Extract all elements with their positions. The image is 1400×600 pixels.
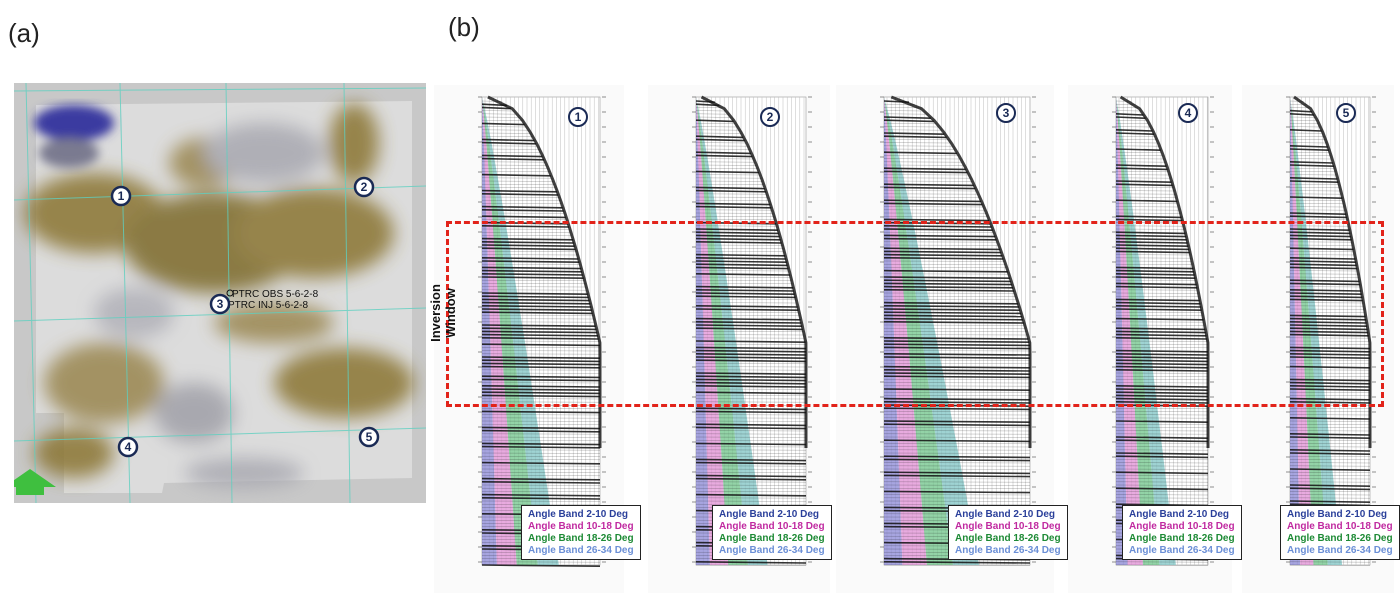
gather-panel-2: 2 Angle Band 2-10 Deg Angle Band 10-18 D…: [648, 85, 832, 593]
svg-text:4: 4: [125, 440, 132, 454]
well-label-inj: PTRC INJ 5-6-2-8: [228, 300, 308, 311]
legend-item: Angle Band 26-34 Deg: [719, 545, 825, 556]
gather-number-1: 1: [568, 107, 588, 127]
well-label-obs: PTRC OBS 5-6-2-8: [232, 289, 319, 300]
map-marker-5: 5: [358, 426, 380, 448]
arrow-up-icon: [14, 469, 56, 495]
map-marker-3: 3: [209, 293, 231, 315]
angle-band-legend-1: Angle Band 2-10 Deg Angle Band 10-18 Deg…: [521, 505, 641, 560]
legend-item: Angle Band 26-34 Deg: [1287, 545, 1393, 556]
gather-panel-3: 3 Angle Band 2-10 Deg Angle Band 10-18 D…: [836, 85, 1068, 593]
gather-panel-1: 1 Angle Band 2-10 Deg Angle Band 10-18 D…: [434, 85, 641, 593]
svg-text:3: 3: [217, 297, 224, 311]
legend-item: Angle Band 2-10 Deg: [528, 509, 629, 520]
panel-label-b: (b): [448, 12, 480, 42]
legend-item: Angle Band 10-18 Deg: [528, 521, 634, 532]
inversion-window-label: Inversion Window: [428, 284, 458, 342]
angle-band-legend-3: Angle Band 2-10 Deg Angle Band 10-18 Deg…: [948, 505, 1068, 560]
legend-item: Angle Band 10-18 Deg: [1129, 521, 1235, 532]
panel-label-a: (a): [8, 18, 40, 48]
angle-gathers: 1 Angle Band 2-10 Deg Angle Band 10-18 D…: [434, 85, 1400, 595]
legend-item: Angle Band 10-18 Deg: [719, 521, 825, 532]
gather-number-4: 4: [1178, 103, 1198, 123]
gather-panel-4: 4 Angle Band 2-10 Deg Angle Band 10-18 D…: [1068, 85, 1242, 593]
svg-text:2: 2: [361, 180, 368, 194]
gather-number-3: 3: [996, 103, 1016, 123]
legend-item: Angle Band 2-10 Deg: [1287, 509, 1388, 520]
gather-3-svg: [880, 95, 1036, 566]
legend-item: Angle Band 10-18 Deg: [955, 521, 1061, 532]
legend-item: Angle Band 18-26 Deg: [1287, 533, 1393, 544]
legend-item: Angle Band 2-10 Deg: [1129, 509, 1230, 520]
gather-1-svg: [478, 95, 606, 567]
legend-item: Angle Band 26-34 Deg: [528, 545, 634, 556]
legend-item: Angle Band 2-10 Deg: [955, 509, 1056, 520]
gather-number-5: 5: [1336, 103, 1356, 123]
svg-text:1: 1: [118, 189, 125, 203]
angle-band-legend-5: Angle Band 2-10 Deg Angle Band 10-18 Deg…: [1280, 505, 1400, 560]
legend-item: Angle Band 26-34 Deg: [955, 545, 1061, 556]
angle-band-legend-4: Angle Band 2-10 Deg Angle Band 10-18 Deg…: [1122, 505, 1242, 560]
gather-panel-5: 5 Angle Band 2-10 Deg Angle Band 10-18 D…: [1242, 85, 1400, 593]
map-canvas: PTRC OBS 5-6-2-8 PTRC INJ 5-6-2-8 1 2 3 …: [14, 83, 426, 503]
map-marker-4: 4: [117, 436, 139, 458]
gather-4-svg: [1112, 95, 1214, 566]
legend-item: Angle Band 18-26 Deg: [1129, 533, 1235, 544]
angle-band-legend-2: Angle Band 2-10 Deg Angle Band 10-18 Deg…: [712, 505, 832, 560]
svg-text:5: 5: [366, 430, 373, 444]
legend-item: Angle Band 10-18 Deg: [1287, 521, 1393, 532]
gather-number-2: 2: [760, 107, 780, 127]
legend-item: Angle Band 18-26 Deg: [528, 533, 634, 544]
inversion-window-box: [446, 221, 1384, 407]
gather-5-svg: [1286, 95, 1376, 566]
legend-item: Angle Band 18-26 Deg: [719, 533, 825, 544]
gather-2-svg: [692, 95, 812, 566]
map-marker-2: 2: [353, 176, 375, 198]
legend-item: Angle Band 2-10 Deg: [719, 509, 820, 520]
legend-item: Angle Band 18-26 Deg: [955, 533, 1061, 544]
amplitude-map: PTRC OBS 5-6-2-8 PTRC INJ 5-6-2-8 1 2 3 …: [14, 83, 426, 503]
legend-item: Angle Band 26-34 Deg: [1129, 545, 1235, 556]
map-marker-1: 1: [110, 185, 132, 207]
